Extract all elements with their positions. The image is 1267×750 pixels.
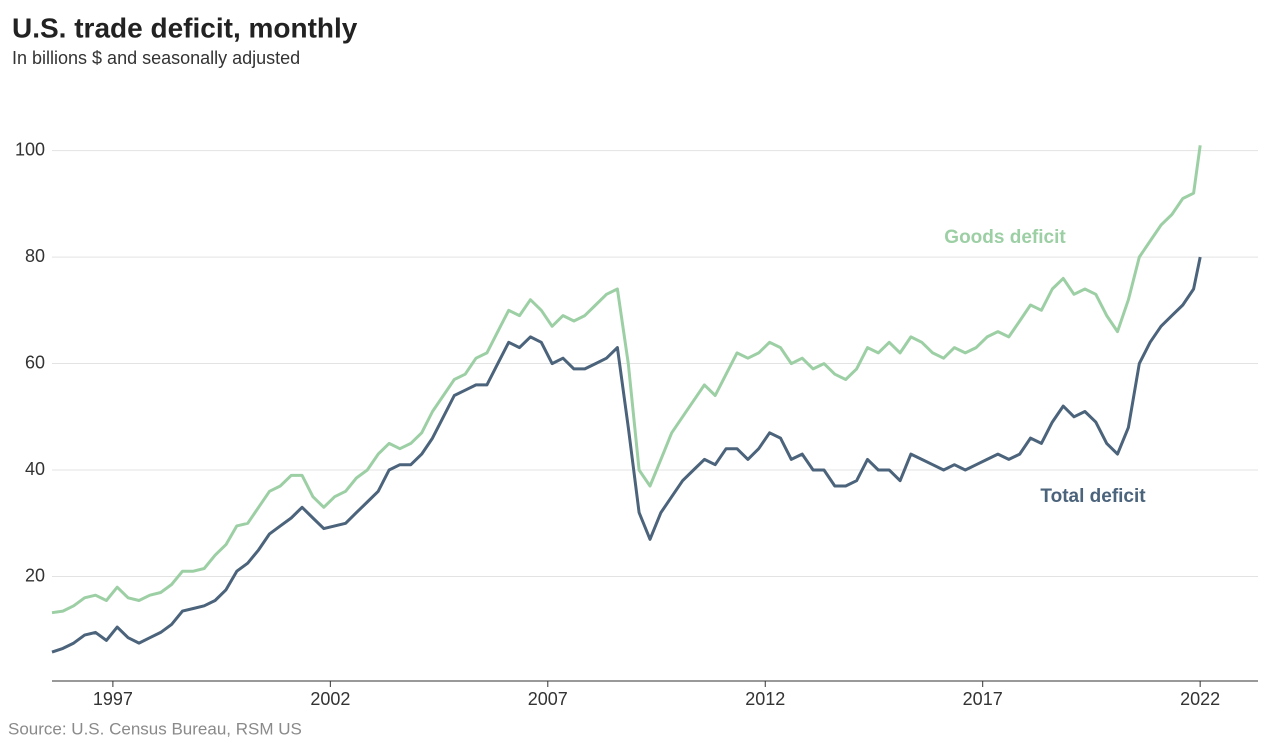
y-tick-label: 40 — [25, 459, 45, 479]
x-tick-label: 1997 — [93, 689, 133, 709]
x-tick-label: 2002 — [310, 689, 350, 709]
y-tick-label: 80 — [25, 246, 45, 266]
y-tick-label: 60 — [25, 352, 45, 372]
x-tick-label: 2022 — [1180, 689, 1220, 709]
source-note: Source: U.S. Census Bureau, RSM US — [8, 719, 302, 738]
x-tick-label: 2012 — [745, 689, 785, 709]
series-line — [51, 256, 1202, 654]
chart-title: U.S. trade deficit, monthly — [12, 12, 358, 43]
x-tick-label: 2007 — [528, 689, 568, 709]
y-tick-label: 100 — [15, 139, 45, 159]
series-label: Total deficit — [1040, 486, 1146, 507]
y-tick-label: 20 — [25, 565, 45, 585]
chart-subtitle: In billions $ and seasonally adjusted — [12, 48, 300, 68]
series-label: Goods deficit — [944, 227, 1066, 248]
x-tick-label: 2017 — [963, 689, 1003, 709]
series-line — [51, 145, 1202, 615]
